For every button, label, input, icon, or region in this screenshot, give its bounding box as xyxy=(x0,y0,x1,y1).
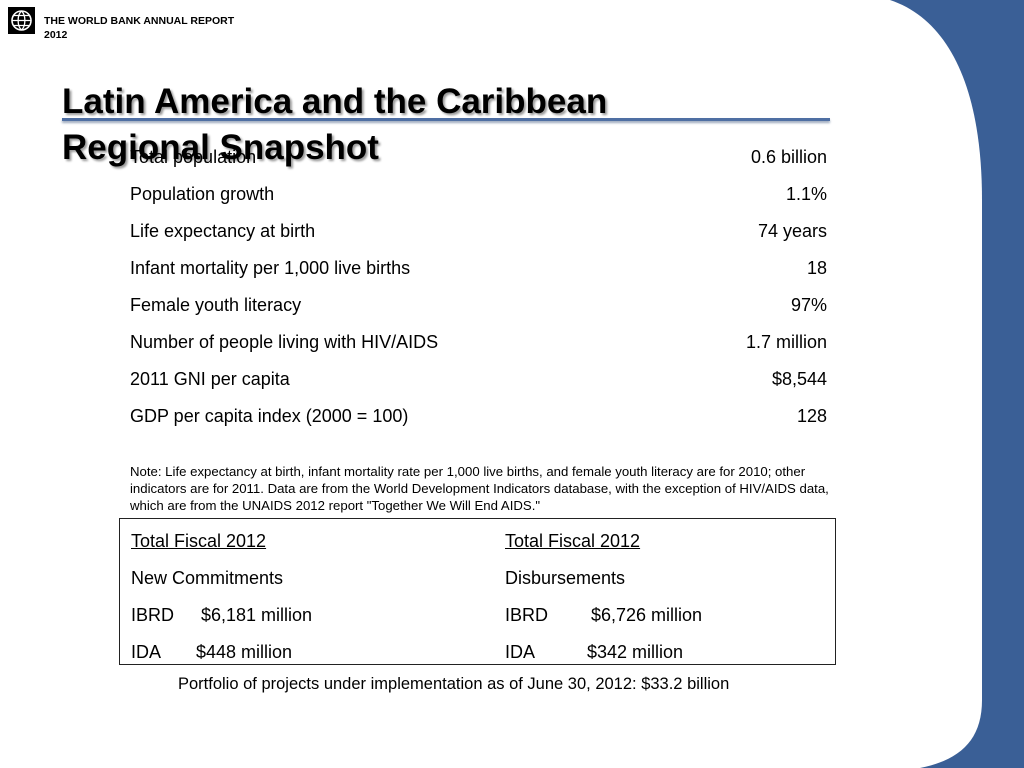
ida-amount: $448 million xyxy=(196,642,293,662)
commitments-heading: Total Fiscal 2012 xyxy=(131,531,267,551)
indicator-row: Life expectancy at birth 74 years xyxy=(130,219,827,256)
indicator-row: Population growth 1.1% xyxy=(130,182,827,219)
commitments-column: Total Fiscal 2012 New Commitments IBRD $6… xyxy=(131,529,312,677)
commitments-ibrd-row: IBRD $6,181 million xyxy=(131,603,312,640)
slide-title-line1: Latin America and the Caribbean xyxy=(62,82,608,121)
disbursements-heading: Total Fiscal 2012 xyxy=(505,531,641,551)
indicator-label: Number of people living with HIV/AIDS xyxy=(130,332,439,352)
indicator-label: Total population xyxy=(130,147,257,167)
indicator-list: Total population 0.6 billion Population … xyxy=(130,145,827,441)
world-bank-logo-icon xyxy=(8,7,35,34)
indicator-label: Life expectancy at birth xyxy=(130,221,316,241)
page-number: 27 xyxy=(943,725,959,741)
ida-label: IDA xyxy=(131,642,162,662)
indicator-value: 128 xyxy=(796,406,827,426)
indicator-value: 1.7 million xyxy=(745,332,827,352)
disbursements-subheading: Disbursements xyxy=(505,568,626,588)
indicator-value: 74 years xyxy=(757,221,827,241)
title-divider xyxy=(62,118,830,121)
ida-amount: $342 million xyxy=(587,642,684,662)
indicator-row: Female youth literacy 97% xyxy=(130,293,827,330)
commitments-ida-row: IDA $448 million xyxy=(131,640,312,677)
commitments-subheading: New Commitments xyxy=(131,568,284,588)
indicator-label: Female youth literacy xyxy=(130,295,302,315)
indicator-row: Number of people living with HIV/AIDS 1.… xyxy=(130,330,827,367)
disbursements-ida-row: IDA $342 million xyxy=(505,640,702,677)
report-header-title: THE WORLD BANK ANNUAL REPORT xyxy=(44,15,235,27)
ibrd-label: IBRD xyxy=(131,605,175,625)
indicator-row: Infant mortality per 1,000 live births 1… xyxy=(130,256,827,293)
ibrd-label: IBRD xyxy=(505,605,549,625)
indicator-value: $8,544 xyxy=(771,369,827,389)
indicator-row: Total population 0.6 billion xyxy=(130,145,827,182)
source-note: Note: Life expectancy at birth, infant m… xyxy=(130,464,829,513)
ibrd-amount: $6,181 million xyxy=(201,605,313,625)
indicator-value: 0.6 billion xyxy=(750,147,827,167)
report-header-year: 2012 xyxy=(44,29,68,41)
disbursements-column: Total Fiscal 2012 Disbursements IBRD $6,7… xyxy=(505,529,702,677)
ibrd-amount: $6,726 million xyxy=(591,605,703,625)
report-header: THE WORLD BANK ANNUAL REPORT 2012 xyxy=(44,14,234,42)
indicator-value: 1.1% xyxy=(785,184,827,204)
indicator-label: GDP per capita index (2000 = 100) xyxy=(130,406,409,426)
indicator-value: 97% xyxy=(790,295,827,315)
slide-title-line2: Regional Snapshot xyxy=(62,128,379,167)
fiscal-summary-box: Total Fiscal 2012 New Commitments IBRD $6… xyxy=(119,518,836,665)
disbursements-ibrd-row: IBRD $6,726 million xyxy=(505,603,702,640)
slide-title: Latin America and the Caribbean Regional… xyxy=(62,79,607,171)
indicator-label: Infant mortality per 1,000 live births xyxy=(130,258,411,278)
indicator-label: 2011 GNI per capita xyxy=(130,369,290,389)
indicator-value: 18 xyxy=(806,258,827,278)
portfolio-note: Portfolio of projects under implementati… xyxy=(178,675,730,693)
indicator-row: GDP per capita index (2000 = 100) 128 xyxy=(130,404,827,441)
ida-label: IDA xyxy=(505,642,536,662)
indicator-label: Population growth xyxy=(130,184,275,204)
indicator-row: 2011 GNI per capita $8,544 xyxy=(130,367,827,404)
